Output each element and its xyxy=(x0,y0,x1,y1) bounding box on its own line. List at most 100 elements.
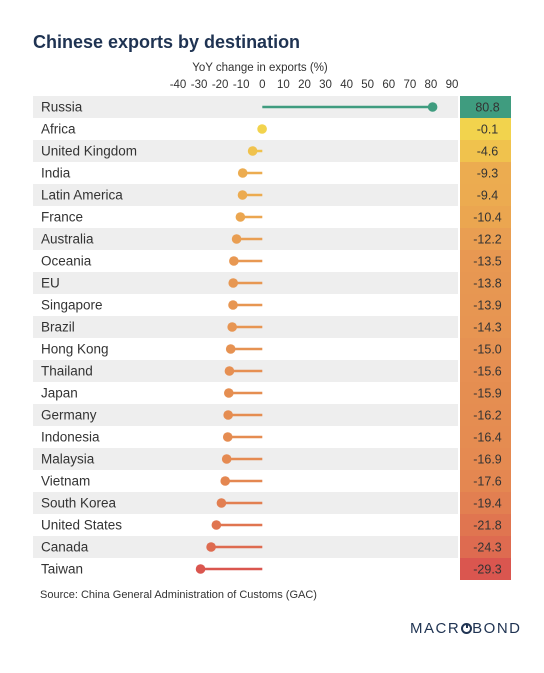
lollipop-dot xyxy=(247,146,258,156)
value-cell xyxy=(460,184,511,206)
category-label: India xyxy=(41,166,71,181)
x-tick-label: 70 xyxy=(403,79,416,91)
value-label: -10.4 xyxy=(473,211,502,225)
value-cell xyxy=(460,470,511,492)
row-band xyxy=(33,96,458,118)
value-cell xyxy=(460,426,511,448)
category-label: Oceania xyxy=(41,254,92,269)
x-tick-label: 80 xyxy=(425,79,438,91)
lollipop-dot xyxy=(237,168,248,178)
value-label: -16.9 xyxy=(473,453,502,467)
value-cell xyxy=(460,338,511,360)
lollipop-dot xyxy=(228,300,238,310)
category-label: Brazil xyxy=(41,320,75,335)
value-label: -19.4 xyxy=(473,497,502,511)
category-label: Japan xyxy=(41,386,78,401)
lollipop-dot xyxy=(223,388,234,398)
value-cell xyxy=(460,162,511,184)
x-tick-label: 30 xyxy=(319,79,332,91)
value-label: -24.3 xyxy=(473,541,502,555)
value-label: -14.3 xyxy=(473,321,502,335)
category-label: South Korea xyxy=(41,496,117,511)
category-label: Malaysia xyxy=(41,452,95,467)
value-label: -9.4 xyxy=(477,189,499,203)
category-label: EU xyxy=(41,276,60,291)
value-cell xyxy=(460,558,511,580)
value-label: -15.9 xyxy=(473,387,502,401)
x-tick-label: 0 xyxy=(259,79,265,91)
value-cell xyxy=(460,228,511,250)
value-label: -12.2 xyxy=(473,233,502,247)
value-cell xyxy=(460,140,511,162)
value-cell xyxy=(460,250,511,272)
category-label: Indonesia xyxy=(41,430,100,445)
value-label: -16.2 xyxy=(473,409,502,423)
lollipop-dot xyxy=(206,542,216,552)
value-cell xyxy=(460,206,511,228)
lollipop-dot xyxy=(195,564,206,574)
value-label: -9.3 xyxy=(477,167,499,181)
lollipop-dot xyxy=(221,454,232,464)
value-cell xyxy=(460,492,511,514)
lollipop-dot xyxy=(235,212,246,222)
category-label: Hong Kong xyxy=(41,342,109,357)
x-tick-label: 60 xyxy=(382,79,395,91)
value-label: -15.6 xyxy=(473,365,502,379)
category-label: United States xyxy=(41,518,122,533)
x-tick-label: -40 xyxy=(170,79,187,91)
lollipop-dot xyxy=(257,124,267,134)
lollipop-dot xyxy=(222,432,233,442)
lollipop-dot xyxy=(227,322,237,332)
value-cell xyxy=(460,294,511,316)
value-cell xyxy=(460,536,511,558)
category-label: Thailand xyxy=(41,364,93,379)
value-cell xyxy=(460,514,511,536)
lollipop-dot xyxy=(229,256,239,266)
category-label: France xyxy=(41,210,83,225)
value-label: -4.6 xyxy=(477,145,499,159)
value-cell xyxy=(460,272,511,294)
category-label: Canada xyxy=(41,540,89,555)
category-label: Africa xyxy=(41,122,76,137)
value-label: -15.0 xyxy=(473,343,502,357)
lollipop-dot xyxy=(223,410,233,420)
x-tick-label: -30 xyxy=(191,79,208,91)
value-label: -29.3 xyxy=(473,563,502,577)
category-label: Germany xyxy=(41,408,97,423)
x-tick-label: 90 xyxy=(446,79,459,91)
lollipop-dot xyxy=(427,102,438,112)
value-label: -13.8 xyxy=(473,277,502,291)
category-label: Taiwan xyxy=(41,562,83,577)
value-cell xyxy=(460,404,511,426)
lollipop-dot xyxy=(216,498,227,508)
row-band xyxy=(33,140,458,162)
value-cell xyxy=(460,448,511,470)
value-cell xyxy=(460,118,511,140)
lollipop-dot xyxy=(237,190,248,200)
x-tick-label: 20 xyxy=(298,79,311,91)
value-label: -13.9 xyxy=(473,299,502,313)
category-label: Russia xyxy=(41,100,83,115)
chart-title: Chinese exports by destination xyxy=(33,32,301,52)
category-label: Singapore xyxy=(41,298,103,313)
category-label: Latin America xyxy=(41,188,123,203)
lollipop-dot xyxy=(228,278,239,288)
x-tick-label: 40 xyxy=(340,79,353,91)
lollipop-dot xyxy=(224,366,235,376)
source-note: Source: China General Administration of … xyxy=(40,589,317,601)
lollipop-dot xyxy=(211,520,222,530)
value-label: -17.6 xyxy=(473,475,502,489)
x-tick-label: -10 xyxy=(233,79,250,91)
lollipop-dot xyxy=(220,476,231,486)
lollipop-dot xyxy=(225,344,236,354)
value-label: -16.4 xyxy=(473,431,502,445)
value-label: -13.5 xyxy=(473,255,502,269)
x-tick-label: 10 xyxy=(277,79,290,91)
category-label: United Kingdom xyxy=(41,144,137,159)
value-cell xyxy=(460,360,511,382)
value-label: 80.8 xyxy=(475,101,499,115)
macrobond-logo: MACR BOND xyxy=(410,620,522,637)
value-cell xyxy=(460,316,511,338)
value-cell xyxy=(460,96,511,118)
